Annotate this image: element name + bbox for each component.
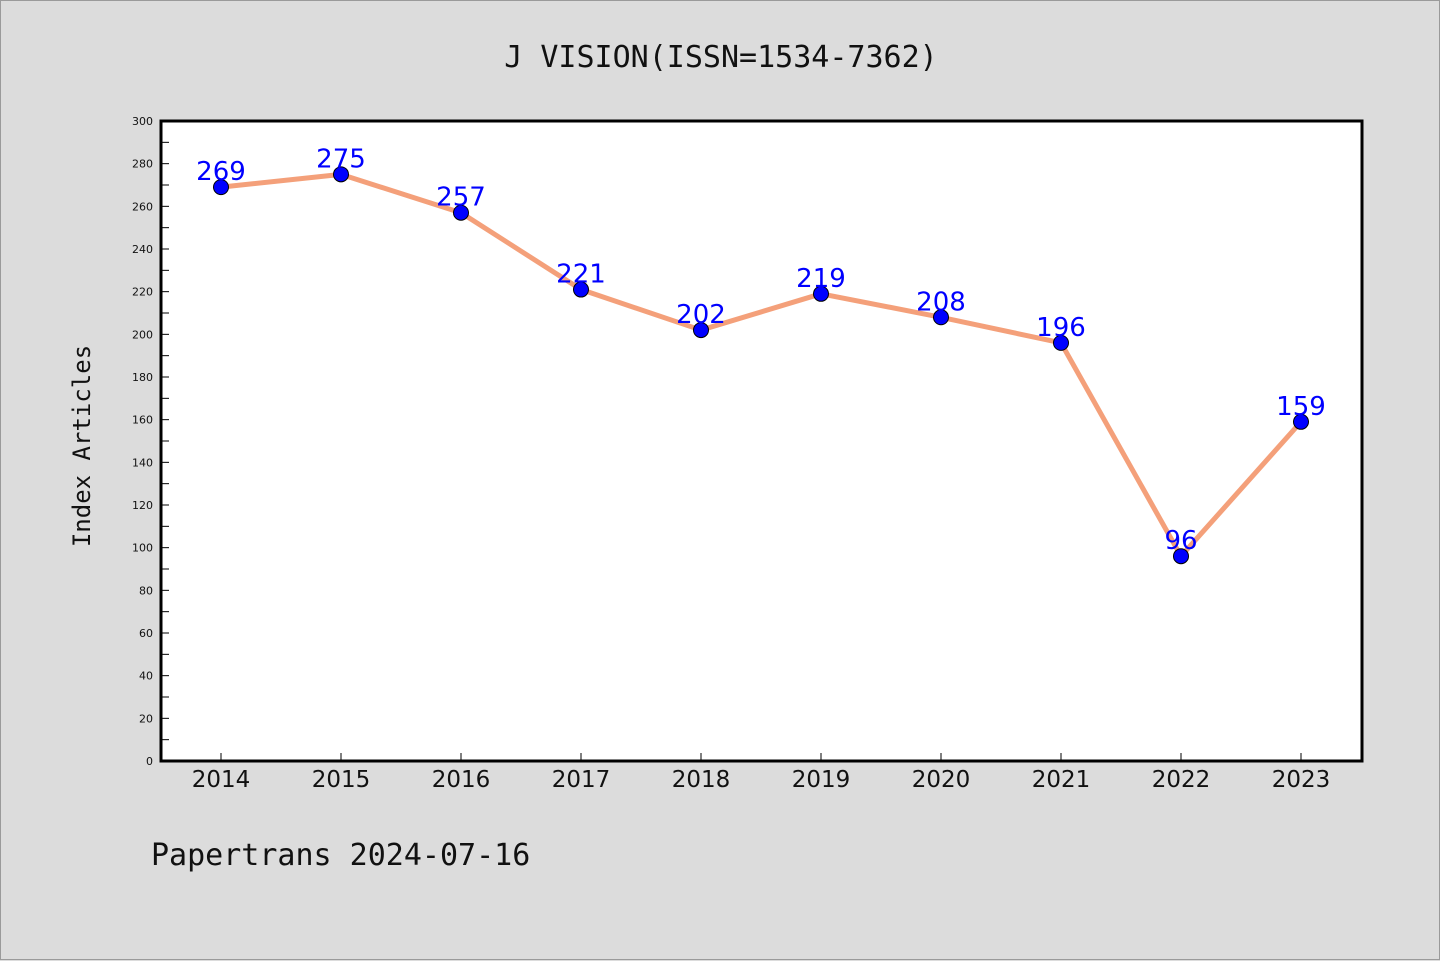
x-tick-label: 2018 — [672, 767, 731, 793]
y-tick-label: 220 — [132, 286, 153, 299]
data-point — [1173, 548, 1189, 565]
x-tick-label: 2023 — [1272, 767, 1331, 793]
data-labels: 269 275 257 221 202 219 208 196 96 159 — [196, 144, 1326, 556]
chart-title: J VISION(ISSN=1534-7362) — [504, 40, 937, 75]
data-point — [1293, 413, 1309, 430]
y-tick-label: 280 — [132, 158, 153, 171]
y-tick-label: 40 — [139, 670, 153, 683]
data-point — [813, 285, 829, 302]
y-tick-label: 200 — [132, 328, 153, 341]
data-label: 208 — [916, 287, 966, 317]
y-tick-label: 180 — [132, 371, 153, 384]
data-label: 159 — [1276, 392, 1326, 422]
data-label: 202 — [676, 300, 726, 330]
data-label: 275 — [316, 144, 366, 174]
data-markers — [213, 166, 1309, 565]
y-tick-label: 260 — [132, 200, 153, 213]
series-line-group — [218, 171, 1304, 559]
y-tick-label: 100 — [132, 542, 153, 555]
data-label: 257 — [436, 183, 486, 213]
x-tick-label: 2019 — [792, 767, 851, 793]
data-label: 221 — [556, 260, 606, 290]
y-tick-label: 300 — [132, 115, 153, 128]
data-label: 269 — [196, 157, 246, 187]
y-tick-label: 20 — [139, 712, 153, 725]
y-tick-label: 160 — [132, 414, 153, 427]
data-point — [1053, 334, 1069, 351]
y-tick-label: 140 — [132, 456, 153, 469]
y-tick-label: 120 — [132, 499, 153, 512]
x-tick-label: 2015 — [312, 767, 371, 793]
x-tick-label: 2022 — [1152, 767, 1211, 793]
x-tick-label: 2014 — [192, 767, 251, 793]
data-point — [213, 179, 229, 196]
data-point — [333, 166, 349, 183]
data-label: 196 — [1036, 313, 1086, 343]
y-tick-label: 80 — [139, 584, 153, 597]
plot-area — [159, 119, 1364, 763]
x-tick-label: 2017 — [552, 767, 611, 793]
footer-text: Papertrans 2024-07-16 — [151, 838, 530, 873]
x-tick-label: 2021 — [1032, 767, 1091, 793]
data-point — [573, 281, 589, 298]
y-tick-label: 60 — [139, 627, 153, 640]
y-axis-label: Index Articles — [68, 345, 96, 547]
data-point — [453, 204, 469, 221]
data-label: 96 — [1164, 526, 1197, 556]
series-line — [218, 171, 1304, 559]
x-tick-label: 2016 — [432, 767, 491, 793]
y-tick-label: 240 — [132, 243, 153, 256]
x-tick-label: 2020 — [912, 767, 971, 793]
y-tick-label: 0 — [146, 755, 153, 768]
data-point — [933, 309, 949, 326]
data-point — [693, 322, 709, 339]
x-axis-ticks: 2014 2015 2016 2017 2018 2019 2020 2021 2022 2023 — [192, 753, 1331, 793]
data-label: 219 — [796, 264, 846, 294]
y-axis-ticks: 0 20 40 60 80 100 120 140 160 180 200 220 240 260 280 3… — [132, 115, 169, 768]
